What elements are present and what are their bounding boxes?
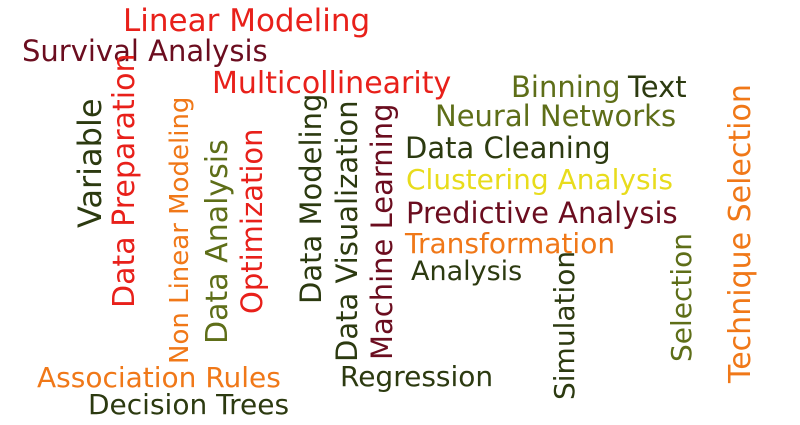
word-selection: Selection	[665, 232, 698, 362]
word-machine-learning: Machine Learning	[365, 103, 399, 360]
word-linear-modeling: Linear Modeling	[123, 3, 371, 39]
word-non-linear-modeling: Non Linear Modeling	[165, 96, 195, 364]
word-data-visualization: Data Visualization	[330, 100, 364, 362]
word-clustering-analysis: Clustering Analysis	[406, 163, 673, 196]
word-decision-trees: Decision Trees	[88, 388, 290, 421]
word-association-rules: Association Rules	[37, 361, 281, 394]
word-regression: Regression	[340, 360, 494, 393]
word-optimization: Optimization	[235, 128, 269, 314]
word-technique-selection: Technique Selection	[723, 84, 758, 383]
word-transformation: Transformation	[405, 227, 616, 260]
word-analysis: Analysis	[411, 256, 523, 287]
word-multicollinearity: Multicollinearity	[212, 66, 452, 101]
word-data-modeling: Data Modeling	[294, 93, 328, 304]
word-simulation: Simulation	[548, 250, 581, 400]
word-predictive-analysis: Predictive Analysis	[406, 196, 678, 230]
word-neural-networks: Neural Networks	[435, 99, 677, 133]
word-variable: Variable	[71, 98, 109, 228]
word-binning: Binning	[511, 70, 621, 104]
word-data-cleaning: Data Cleaning	[405, 131, 611, 165]
word-survival-analysis: Survival Analysis	[22, 34, 268, 68]
word-data-preparation: Data Preparation	[107, 53, 142, 308]
word-data-analysis: Data Analysis	[200, 139, 235, 344]
word-text: Text	[628, 70, 687, 104]
